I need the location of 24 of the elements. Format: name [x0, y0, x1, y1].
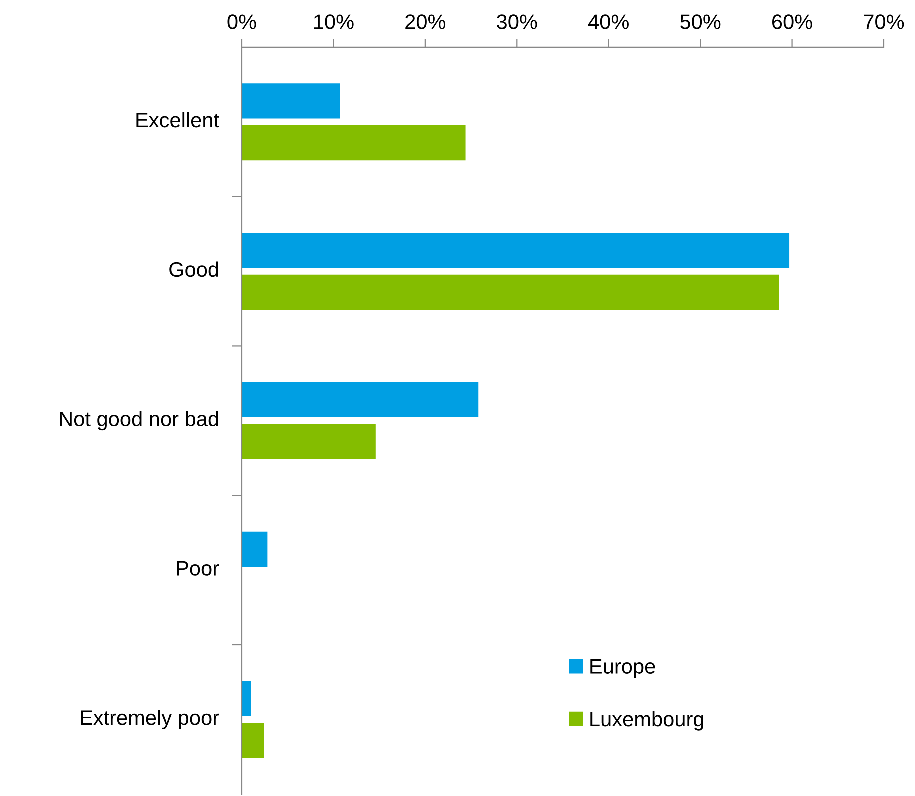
y-tick-label: Poor	[177, 561, 220, 576]
x-tick-label: 70%	[864, 14, 904, 30]
bar	[242, 532, 268, 567]
y-tick-label: Extremely poor	[81, 710, 220, 730]
x-tick-label: 20%	[406, 14, 446, 30]
bar	[242, 125, 466, 161]
y-tick-label: Excellent	[136, 112, 220, 128]
bar	[242, 424, 376, 460]
x-tick-label: 30%	[497, 14, 538, 30]
x-tick-label: 10%	[314, 14, 354, 30]
x-tick-label: 40%	[588, 14, 629, 30]
bar	[242, 233, 790, 268]
x-tick-label: 0%	[228, 14, 256, 30]
y-tick-label: Not good nor bad	[60, 411, 218, 431]
bar	[242, 723, 264, 758]
bar	[242, 681, 252, 716]
y-tick-label: Good	[170, 262, 218, 278]
bar	[242, 84, 340, 119]
bar	[242, 274, 780, 310]
bar	[242, 382, 479, 418]
legend-label: Europe	[590, 659, 656, 678]
legend-label: Luxembourg	[590, 711, 704, 731]
x-tick-label: 50%	[680, 14, 721, 30]
x-tick-label: 60%	[772, 14, 812, 30]
